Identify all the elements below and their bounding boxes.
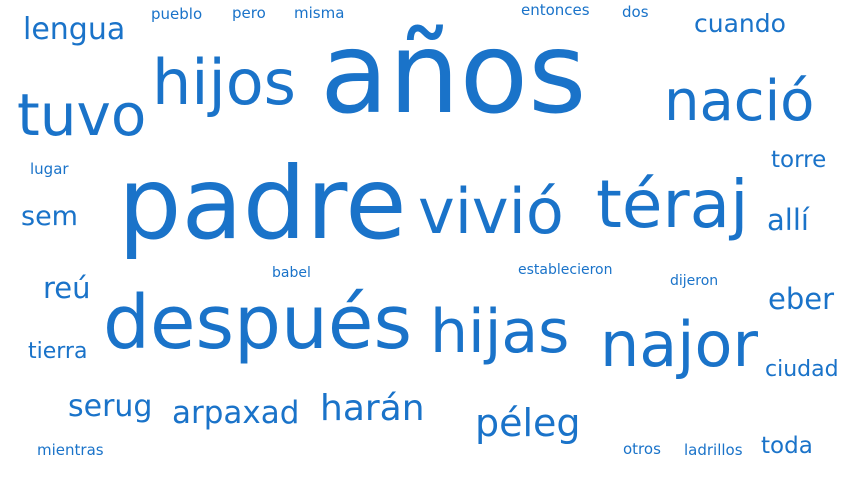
word-vivio: vivió bbox=[418, 175, 564, 248]
word-ciudad: ciudad bbox=[765, 357, 839, 382]
word-arpaxad: arpaxad bbox=[172, 395, 300, 431]
word-peleg: péleg bbox=[475, 401, 581, 445]
word-padre: padre bbox=[118, 145, 407, 262]
word-hijas: hijas bbox=[430, 297, 570, 367]
word-lengua: lengua bbox=[23, 12, 126, 47]
word-pueblo: pueblo bbox=[151, 5, 203, 23]
word-establecieron: establecieron bbox=[518, 262, 613, 278]
word-torre: torre bbox=[771, 147, 827, 173]
word-despues: después bbox=[103, 280, 413, 366]
word-haran: harán bbox=[320, 388, 425, 429]
word-tierra: tierra bbox=[28, 339, 88, 364]
word-dos: dos bbox=[622, 3, 649, 21]
word-sem: sem bbox=[21, 201, 78, 232]
word-pero: pero bbox=[232, 4, 266, 22]
word-toda: toda bbox=[761, 433, 813, 459]
word-dijeron: dijeron bbox=[670, 273, 719, 289]
word-reu: reú bbox=[43, 271, 91, 305]
word-hijos: hijos bbox=[152, 46, 296, 119]
word-otros: otros bbox=[623, 440, 661, 458]
word-alli: allí bbox=[767, 203, 809, 237]
word-eber: eber bbox=[768, 282, 835, 316]
word-teraj: téraj bbox=[596, 166, 749, 243]
word-mientras: mientras bbox=[37, 441, 104, 459]
word-najor: najor bbox=[600, 308, 758, 381]
word-nacio: nació bbox=[664, 69, 815, 134]
word-serug: serug bbox=[68, 389, 153, 424]
word-misma: misma bbox=[294, 4, 345, 22]
word-cuando: cuando bbox=[694, 9, 786, 38]
word-ladrillos: ladrillos bbox=[684, 441, 743, 459]
word-babel: babel bbox=[272, 265, 311, 281]
word-anos: años bbox=[320, 9, 587, 139]
word-entonces: entonces bbox=[521, 1, 590, 19]
word-tuvo: tuvo bbox=[17, 81, 147, 149]
word-lugar: lugar bbox=[30, 160, 69, 178]
